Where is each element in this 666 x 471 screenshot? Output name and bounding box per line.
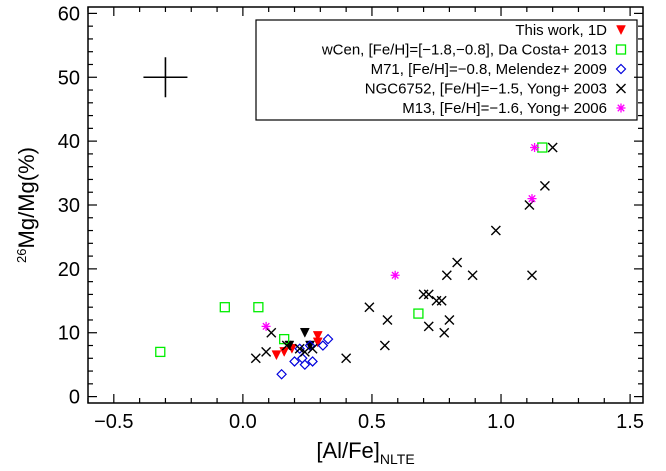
data-point bbox=[527, 194, 537, 204]
data-point bbox=[452, 257, 463, 268]
data-point bbox=[390, 270, 400, 280]
data-point bbox=[439, 327, 450, 338]
data-point bbox=[423, 289, 434, 300]
series bbox=[261, 143, 540, 331]
data-point bbox=[322, 333, 334, 345]
data-point bbox=[382, 314, 393, 325]
data-point bbox=[441, 270, 452, 281]
legend-marker bbox=[616, 103, 626, 113]
x-tick-label: −0.5 bbox=[94, 411, 133, 433]
data-point bbox=[431, 295, 442, 306]
data-point bbox=[537, 142, 548, 153]
x-tick-label: 0.5 bbox=[358, 411, 386, 433]
y-axis-title-superscript: 26 bbox=[14, 248, 29, 262]
data-point bbox=[307, 343, 318, 354]
legend-label: M13, [Fe/H]=−1.6, Yong+ 2006 bbox=[402, 100, 607, 117]
data-point bbox=[299, 346, 310, 357]
data-point bbox=[250, 353, 261, 364]
data-point bbox=[155, 346, 166, 358]
data-point bbox=[490, 225, 501, 236]
data-point bbox=[261, 346, 272, 357]
data-point bbox=[547, 142, 558, 153]
data-point bbox=[467, 270, 478, 281]
data-point bbox=[527, 270, 537, 281]
legend-label: wCen, [Fe/H]=[−1.8,−0.8], Da Costa+ 2013 bbox=[321, 42, 607, 59]
data-point bbox=[289, 356, 300, 367]
x-tick-label: 1.0 bbox=[487, 411, 515, 433]
legend-box bbox=[255, 19, 638, 121]
legend: This work, 1D wCen, [Fe/H]=[−1.8,−0.8], D… bbox=[255, 19, 638, 121]
data-point bbox=[317, 340, 329, 351]
data-point bbox=[294, 343, 305, 354]
data-point bbox=[266, 327, 277, 338]
y-tick-label: 10 bbox=[58, 323, 80, 345]
data-point bbox=[307, 356, 318, 367]
legend-marker bbox=[616, 25, 626, 36]
y-tick-label: 30 bbox=[58, 195, 80, 217]
data-point bbox=[276, 368, 287, 380]
data-point bbox=[444, 314, 455, 325]
y-tick-label: 0 bbox=[69, 387, 80, 409]
x-axis-title: [Al/Fe]NLTE bbox=[316, 438, 414, 467]
data-point bbox=[413, 308, 424, 319]
axis-ticks: −0.5 0.0 0.5 1.0 1.5 0 10 20 30 40 50 60 bbox=[58, 3, 644, 433]
data-point bbox=[364, 302, 375, 313]
data-point bbox=[379, 340, 390, 351]
series bbox=[155, 142, 548, 358]
legend-marker bbox=[615, 63, 627, 75]
data-point bbox=[299, 359, 311, 371]
series-layer bbox=[143, 57, 558, 380]
x-tick-label: 1.5 bbox=[616, 411, 644, 433]
y-tick-label: 40 bbox=[58, 131, 80, 153]
legend-marker bbox=[615, 44, 627, 55]
legend-label: M71, [Fe/H]=−0.8, Melendez+ 2009 bbox=[371, 61, 607, 78]
data-point bbox=[271, 350, 282, 361]
x-axis-title-subscript: NLTE bbox=[380, 451, 415, 467]
data-point bbox=[219, 302, 230, 313]
data-point bbox=[539, 180, 550, 191]
legend-marker bbox=[616, 83, 626, 94]
legend-label: NGC6752, [Fe/H]=−1.5, Yong+ 2003 bbox=[365, 81, 607, 98]
series bbox=[276, 333, 334, 380]
series bbox=[250, 142, 558, 364]
data-point bbox=[423, 321, 434, 332]
data-point bbox=[294, 343, 306, 355]
error-bar-cross bbox=[143, 57, 188, 98]
y-tick-label: 50 bbox=[58, 67, 80, 89]
legend-label: This work, 1D bbox=[515, 22, 607, 39]
y-tick-label: 20 bbox=[58, 259, 80, 281]
data-point bbox=[436, 295, 447, 306]
y-tick-label: 60 bbox=[58, 3, 80, 25]
data-point bbox=[530, 143, 540, 153]
data-point bbox=[304, 340, 316, 351]
data-point bbox=[341, 353, 352, 364]
data-point bbox=[312, 331, 323, 341]
data-point bbox=[253, 302, 264, 313]
data-point bbox=[418, 289, 429, 300]
data-point bbox=[312, 337, 323, 348]
data-point bbox=[261, 321, 271, 331]
data-point bbox=[281, 340, 292, 351]
data-point bbox=[299, 327, 310, 338]
y-axis-title: 26Mg/Mg(%) bbox=[14, 147, 39, 263]
x-tick-label: 0.0 bbox=[229, 411, 257, 433]
